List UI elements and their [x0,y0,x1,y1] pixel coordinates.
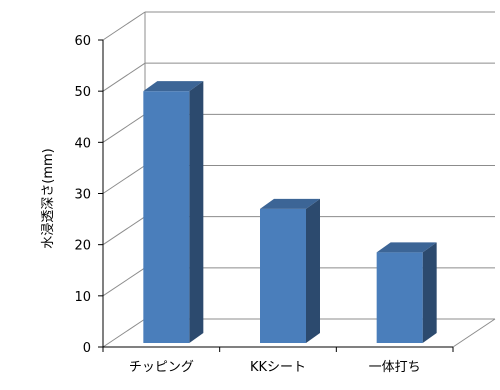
y-tick-label: 60 [74,34,91,49]
bar-side [306,198,320,343]
y-tick-label: 20 [74,239,91,254]
gridline-50-depth [102,62,146,92]
bar-front [143,91,190,344]
y-tick-label: 10 [74,290,91,305]
y-tick-labels: 0 10 20 30 40 50 60 [74,34,91,356]
bar-side [422,242,437,343]
bar-top [260,198,320,209]
bar-front [260,208,306,343]
gridline-20-depth [102,216,146,246]
gridline-60 [102,11,495,41]
x-category-label: 一体打ち [369,360,421,375]
bar-top [376,242,437,253]
bar-top [143,81,204,92]
y-tick-label: 0 [83,341,91,356]
bar-side [189,81,204,344]
gridline-60-depth [102,11,146,41]
gridline-30-depth [102,165,146,194]
bar [376,242,437,343]
y-axis-title: 水浸透深さ(mm) [41,148,56,248]
bar-group [143,81,437,344]
x-category-label: KKシート [250,360,306,375]
gridline-10-depth [102,267,146,297]
gridline-50 [102,62,495,92]
bar [143,81,204,344]
bar [260,198,320,343]
x-category-label: チッピング [129,360,194,375]
bar-front [376,252,423,343]
y-tick-label: 50 [74,85,91,100]
x-category-labels: チッピング KKシート 一体打ち [129,360,421,375]
floor-right-edge [452,318,496,348]
gridline-40-depth [102,113,146,143]
gridline-0-depth [102,318,146,348]
y-tick-label: 40 [74,136,91,151]
y-tick-label: 30 [74,188,91,203]
